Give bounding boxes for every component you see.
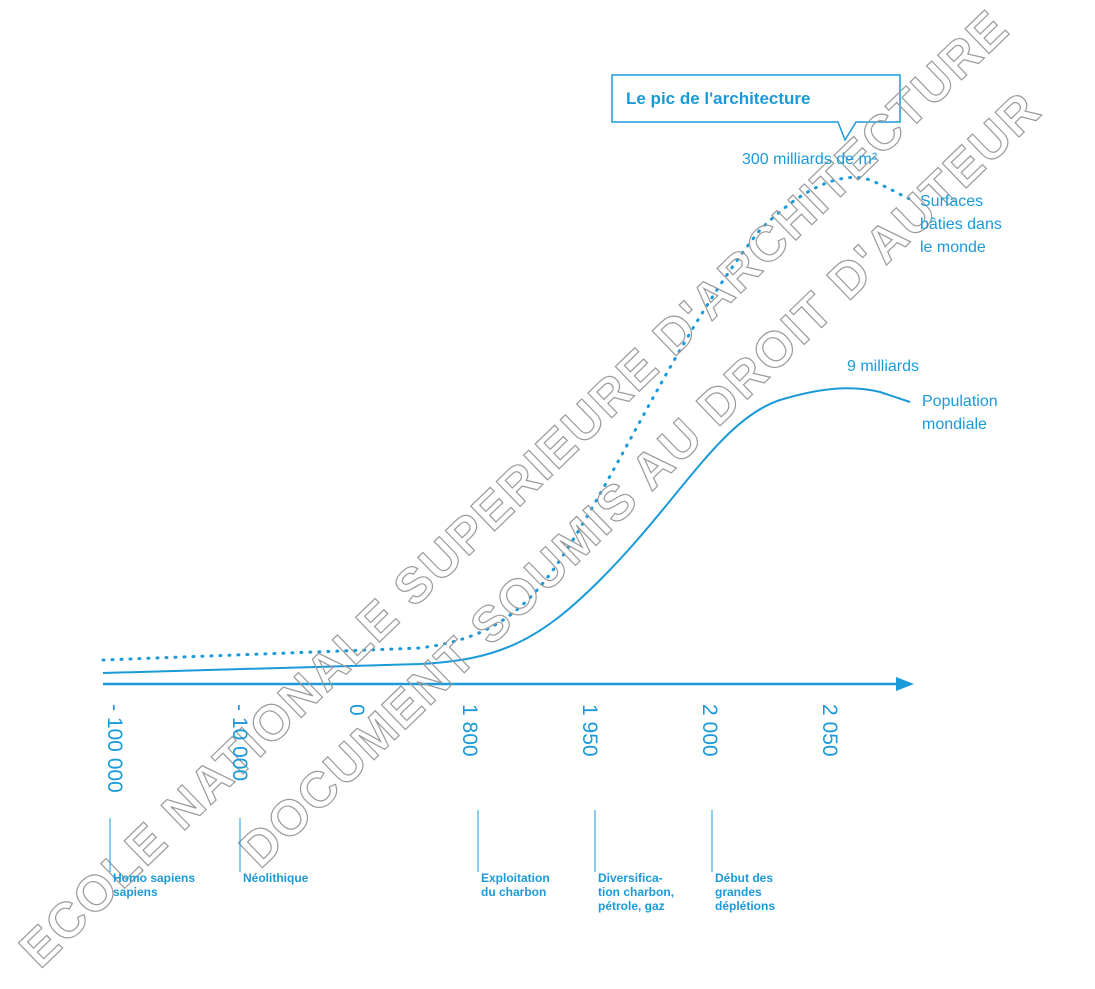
axis-tick-label: - 100 000 xyxy=(103,704,126,793)
surfaces-label: bâties dans xyxy=(920,216,1002,233)
callout-box xyxy=(611,74,901,142)
event-label: Début des xyxy=(715,871,773,885)
population-curve xyxy=(102,387,911,674)
event-label: déplétions xyxy=(715,899,775,913)
surfaces-peak: 300 milliards de m² xyxy=(742,151,878,168)
surfaces-label: le monde xyxy=(920,239,986,256)
axis-tick-label: - 10 000 xyxy=(228,704,251,781)
population-label: mondiale xyxy=(922,416,987,433)
axis-tick-label: 1 800 xyxy=(458,704,481,757)
event-label: Exploitation xyxy=(481,871,550,885)
event-label: pétrole, gaz xyxy=(598,899,665,913)
event-label: Homo sapiens xyxy=(113,871,195,885)
population-label: Population xyxy=(922,393,998,410)
surfaces-curve xyxy=(101,175,914,662)
event-label: sapiens xyxy=(113,885,158,899)
event-label: tion charbon, xyxy=(598,885,674,899)
axis-tick-label: 1 950 xyxy=(578,704,601,757)
axis-tick-label: 2 050 xyxy=(818,704,841,757)
event-label: du charbon xyxy=(481,885,546,899)
callout-text: Le pic de l'architecture xyxy=(626,89,811,108)
event-label: Diversifica- xyxy=(598,871,663,885)
axis-tick-label: 0 xyxy=(345,704,368,716)
watermark: ECOLE NATIONALE SUPERIEURE D'ARCHITECTUR… xyxy=(8,0,1052,979)
watermark-text: ECOLE NATIONALE SUPERIEURE D'ARCHITECTUR… xyxy=(9,0,1020,978)
event-label: grandes xyxy=(715,885,762,899)
axis-arrow xyxy=(896,677,914,691)
population-peak: 9 milliards xyxy=(847,358,919,375)
event-label: Néolithique xyxy=(243,871,309,885)
axis-tick-label: 2 000 xyxy=(698,704,721,757)
surfaces-label: Surfaces xyxy=(920,193,983,210)
